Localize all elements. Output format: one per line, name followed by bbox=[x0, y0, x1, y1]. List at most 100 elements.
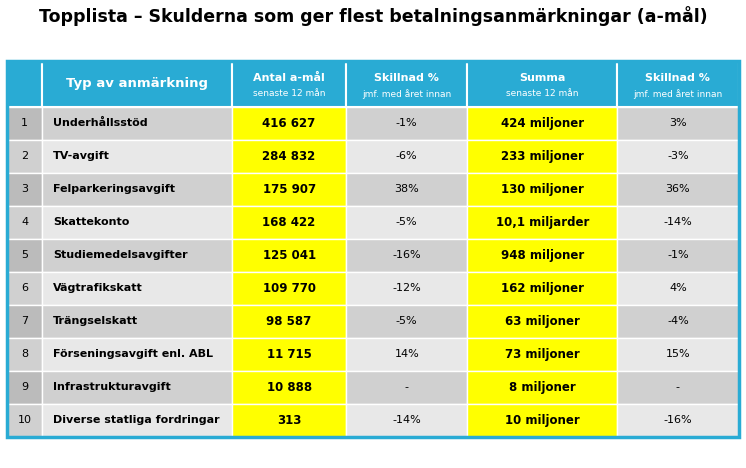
Text: 10 888: 10 888 bbox=[266, 381, 312, 394]
Text: 11 715: 11 715 bbox=[266, 348, 312, 361]
Bar bbox=[468, 139, 617, 173]
Bar bbox=[42, 371, 232, 404]
Text: 109 770: 109 770 bbox=[263, 282, 316, 295]
Bar bbox=[42, 61, 232, 107]
Text: -12%: -12% bbox=[392, 283, 421, 293]
Text: Infrastrukturavgift: Infrastrukturavgift bbox=[53, 382, 171, 392]
Text: -: - bbox=[676, 382, 680, 392]
Text: -5%: -5% bbox=[396, 316, 418, 326]
Text: Skillnad %: Skillnad % bbox=[645, 73, 710, 83]
Bar bbox=[232, 338, 346, 371]
Bar bbox=[468, 205, 617, 239]
Text: TV-avgift: TV-avgift bbox=[53, 151, 110, 161]
Bar bbox=[7, 61, 42, 107]
Bar bbox=[468, 173, 617, 205]
Bar bbox=[42, 139, 232, 173]
Bar bbox=[42, 271, 232, 305]
Bar bbox=[346, 239, 468, 271]
Text: 7: 7 bbox=[21, 316, 28, 326]
Bar bbox=[232, 61, 346, 107]
Bar bbox=[617, 139, 739, 173]
Bar bbox=[468, 61, 617, 107]
Text: senaste 12 mån: senaste 12 mån bbox=[253, 89, 325, 98]
Bar bbox=[617, 305, 739, 338]
Text: Skattekonto: Skattekonto bbox=[53, 217, 130, 227]
Text: Trängselskatt: Trängselskatt bbox=[53, 316, 139, 326]
Text: -4%: -4% bbox=[667, 316, 689, 326]
Bar bbox=[7, 371, 42, 404]
Text: 948 miljoner: 948 miljoner bbox=[501, 249, 584, 262]
Text: -3%: -3% bbox=[667, 151, 689, 161]
Bar bbox=[7, 61, 739, 437]
Text: Underhållsstöd: Underhållsstöd bbox=[53, 118, 148, 128]
Text: 98 587: 98 587 bbox=[266, 314, 312, 328]
Bar bbox=[346, 61, 468, 107]
Text: 63 miljoner: 63 miljoner bbox=[505, 314, 580, 328]
Bar bbox=[346, 107, 468, 139]
Bar bbox=[468, 271, 617, 305]
Bar bbox=[232, 404, 346, 437]
Text: 36%: 36% bbox=[665, 184, 690, 194]
Bar bbox=[617, 61, 739, 107]
Text: 10 miljoner: 10 miljoner bbox=[505, 414, 580, 427]
Bar bbox=[617, 239, 739, 271]
Text: Vägtrafikskatt: Vägtrafikskatt bbox=[53, 283, 143, 293]
Bar bbox=[42, 107, 232, 139]
Text: -5%: -5% bbox=[396, 217, 418, 227]
Bar bbox=[617, 173, 739, 205]
Text: 416 627: 416 627 bbox=[263, 117, 316, 130]
Text: Skillnad %: Skillnad % bbox=[374, 73, 439, 83]
Text: 15%: 15% bbox=[665, 349, 690, 359]
Text: senaste 12 mån: senaste 12 mån bbox=[506, 89, 579, 98]
Bar bbox=[232, 107, 346, 139]
Bar bbox=[346, 371, 468, 404]
Bar bbox=[468, 338, 617, 371]
Text: Antal a-mål: Antal a-mål bbox=[253, 73, 325, 83]
Bar bbox=[7, 205, 42, 239]
Bar bbox=[346, 338, 468, 371]
Text: Summa: Summa bbox=[519, 73, 565, 83]
Text: 284 832: 284 832 bbox=[263, 150, 316, 162]
Text: 4: 4 bbox=[21, 217, 28, 227]
Text: jmf. med året innan: jmf. med året innan bbox=[633, 89, 722, 99]
Bar bbox=[42, 239, 232, 271]
Bar bbox=[617, 338, 739, 371]
Bar bbox=[42, 305, 232, 338]
Bar bbox=[7, 305, 42, 338]
Text: Diverse statliga fordringar: Diverse statliga fordringar bbox=[53, 415, 220, 425]
Text: 9: 9 bbox=[21, 382, 28, 392]
Text: 2: 2 bbox=[21, 151, 28, 161]
Bar bbox=[42, 338, 232, 371]
Text: 6: 6 bbox=[21, 283, 28, 293]
Bar bbox=[7, 239, 42, 271]
Text: jmf. med året innan: jmf. med året innan bbox=[362, 89, 451, 99]
Text: 5: 5 bbox=[21, 250, 28, 260]
Bar bbox=[42, 404, 232, 437]
Text: 130 miljoner: 130 miljoner bbox=[501, 183, 583, 196]
Bar bbox=[617, 371, 739, 404]
Text: 125 041: 125 041 bbox=[263, 249, 316, 262]
Bar bbox=[346, 173, 468, 205]
Text: 38%: 38% bbox=[395, 184, 419, 194]
Text: -6%: -6% bbox=[396, 151, 418, 161]
Bar bbox=[468, 305, 617, 338]
Bar bbox=[42, 205, 232, 239]
Bar bbox=[7, 139, 42, 173]
Text: 3: 3 bbox=[21, 184, 28, 194]
Text: 8 miljoner: 8 miljoner bbox=[509, 381, 576, 394]
Bar bbox=[617, 205, 739, 239]
Bar bbox=[617, 107, 739, 139]
Text: 14%: 14% bbox=[395, 349, 419, 359]
Bar bbox=[346, 404, 468, 437]
Bar bbox=[7, 173, 42, 205]
Bar bbox=[232, 173, 346, 205]
Bar bbox=[346, 271, 468, 305]
Text: 313: 313 bbox=[277, 414, 301, 427]
Text: Felparkeringsavgift: Felparkeringsavgift bbox=[53, 184, 175, 194]
Text: -: - bbox=[405, 382, 409, 392]
Text: 8: 8 bbox=[21, 349, 28, 359]
Text: -14%: -14% bbox=[392, 415, 421, 425]
Text: 162 miljoner: 162 miljoner bbox=[501, 282, 584, 295]
Text: 10: 10 bbox=[18, 415, 31, 425]
Text: -1%: -1% bbox=[667, 250, 689, 260]
